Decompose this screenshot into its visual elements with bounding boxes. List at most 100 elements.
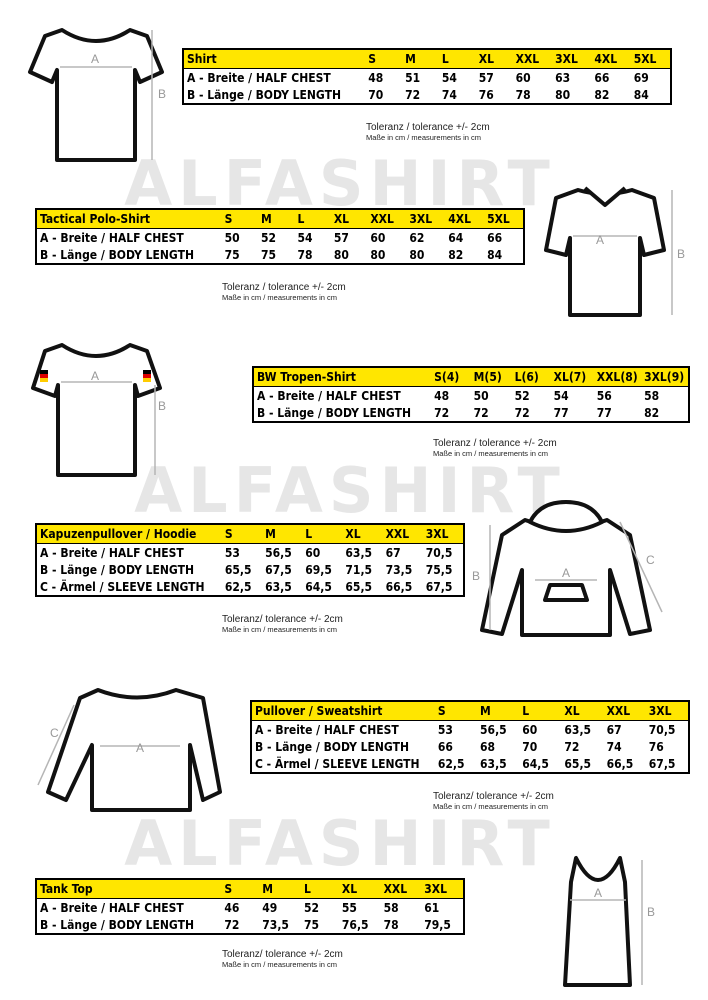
measure-value: 54 — [553, 388, 569, 403]
sweatshirt-drawing: A C — [37, 688, 222, 812]
measure-value: 72 — [224, 917, 240, 932]
measure-value: 75 — [303, 917, 320, 932]
size-header: 5XL — [630, 49, 671, 69]
measure-value: 63,5 — [480, 756, 507, 771]
measure-label: A - Breite / HALF CHEST — [40, 230, 184, 245]
polo-drawing: A B — [544, 186, 685, 317]
measure-value: 48 — [368, 70, 384, 85]
measure-value: 66,5 — [606, 756, 634, 771]
dimension-label: A — [562, 566, 570, 580]
size-header: 3XL — [422, 524, 464, 544]
note: Toleranz / tolerance +/- 2cm Maße in cm /… — [366, 122, 490, 142]
measure-value: 64,5 — [522, 756, 549, 771]
measure-value: 77 — [553, 405, 569, 420]
measure-value: 72 — [434, 405, 450, 420]
measure-value: 72 — [405, 87, 421, 102]
dimension-label: A — [136, 741, 144, 755]
hoodie-drawing: A B C — [472, 500, 663, 637]
measure-value: 80 — [370, 247, 386, 262]
units-note: Maße in cm / measurements in cm — [433, 449, 549, 458]
bw-shirt-drawing: A B — [31, 343, 166, 477]
note: Toleranz/ tolerance +/- 2cm Maße in cm / … — [433, 791, 554, 811]
watermark: ALFASHIRT — [124, 807, 556, 880]
measure-row: A - Breite / HALF CHEST 53 56,5 60 63,5 67 70,… — [251, 721, 689, 739]
measure-value: 52 — [303, 900, 320, 915]
dimension-label: A — [91, 52, 99, 66]
dimension-label: A — [91, 369, 99, 383]
measure-value: 57 — [478, 70, 494, 85]
measure-label: A - Breite / HALF CHEST — [40, 545, 184, 560]
size-header: M — [262, 524, 303, 544]
product-name: BW Tropen-Shirt — [253, 367, 432, 387]
size-header: 3XL — [406, 209, 446, 229]
measure-value: 76 — [478, 87, 494, 102]
measure-value: 80 — [409, 247, 425, 262]
measure-row: A - Breite / HALF CHEST 48 51 54 57 60 63 66 69 — [183, 69, 671, 87]
measure-value: 67,5 — [648, 756, 676, 771]
measure-value: 62,5 — [224, 579, 252, 594]
measure-value: 54 — [297, 230, 313, 245]
measure-value: 63,5 — [564, 722, 592, 737]
size-table: BW Tropen-Shirt S(4) M(5) L(6) XL(7) XXL(8) 3X… — [252, 366, 690, 423]
size-header: XXL — [380, 879, 422, 899]
measure-value: 80 — [555, 87, 571, 102]
measure-value: 77 — [596, 405, 612, 420]
measure-value: 78 — [297, 247, 313, 262]
measure-row: B - Länge / BODY LENGTH 70 72 74 76 78 80 82 84 — [183, 86, 671, 104]
size-header: L — [302, 524, 343, 544]
product-name: Shirt — [183, 49, 366, 69]
size-header: L(6) — [511, 367, 551, 387]
size-header: XL(7) — [550, 367, 594, 387]
measure-label: C - Ärmel / SLEEVE LENGTH — [40, 579, 205, 594]
measure-value: 67,5 — [265, 562, 292, 577]
size-header: S — [434, 701, 478, 721]
dimension-label: C — [646, 553, 655, 567]
size-header: XXL — [512, 49, 553, 69]
measure-value: 82 — [644, 405, 660, 420]
measure-value: 63 — [555, 70, 571, 85]
header-row: Shirt S M L XL XXL 3XL 4XL 5XL — [183, 49, 671, 69]
note: Toleranz/ tolerance +/- 2cm Maße in cm / … — [222, 614, 343, 634]
size-table: Kapuzenpullover / Hoodie S M L XL XXL 3XL A - B… — [35, 523, 465, 597]
measure-value: 75,5 — [425, 562, 453, 577]
measure-row: B - Länge / BODY LENGTH 72 73,5 75 76,5 78 79,… — [36, 916, 464, 934]
measure-value: 58 — [383, 900, 399, 915]
size-header: 5XL — [484, 209, 524, 229]
size-header: L — [519, 701, 562, 721]
size-header: S — [221, 524, 263, 544]
watermark: ALFASHIRT — [134, 454, 566, 527]
measure-row: C - Ärmel / SLEEVE LENGTH 62,5 63,5 64,5 65,… — [251, 755, 689, 773]
measure-value: 55 — [341, 900, 357, 915]
measure-value: 82 — [448, 247, 464, 262]
measure-value: 61 — [424, 900, 440, 915]
measure-value: 67 — [385, 545, 401, 560]
measure-value: 56,5 — [480, 722, 507, 737]
measure-value: 70,5 — [425, 545, 453, 560]
product-name: Tank Top — [36, 879, 222, 899]
measure-label: B - Länge / BODY LENGTH — [255, 739, 409, 754]
tolerance-note: Toleranz/ tolerance +/- 2cm — [222, 614, 343, 625]
measure-label: A - Breite / HALF CHEST — [255, 722, 399, 737]
measure-value: 70 — [522, 739, 538, 754]
measure-value: 72 — [473, 405, 489, 420]
measure-value: 66 — [594, 70, 610, 85]
size-header: M — [258, 209, 295, 229]
measure-row: B - Länge / BODY LENGTH 65,5 67,5 69,5 71,5 7… — [36, 561, 464, 578]
measure-value: 67,5 — [425, 579, 453, 594]
size-header: XL — [475, 49, 513, 69]
dimension-label: A — [596, 233, 604, 247]
size-header: 3XL — [552, 49, 592, 69]
measure-value: 67 — [606, 722, 622, 737]
size-table: Pullover / Sweatshirt S M L XL XXL 3XL A - Brei… — [250, 700, 690, 774]
size-header: S — [365, 49, 403, 69]
measure-value: 65,5 — [224, 562, 252, 577]
measure-label: A - Breite / HALF CHEST — [40, 900, 184, 915]
measure-value: 79,5 — [424, 917, 451, 932]
measure-value: 84 — [487, 247, 503, 262]
size-header: XL — [338, 879, 381, 899]
dimension-label: B — [158, 87, 166, 101]
tolerance-note: Toleranz / tolerance +/- 2cm — [222, 282, 346, 293]
tolerance-note: Toleranz / tolerance +/- 2cm — [366, 122, 490, 133]
